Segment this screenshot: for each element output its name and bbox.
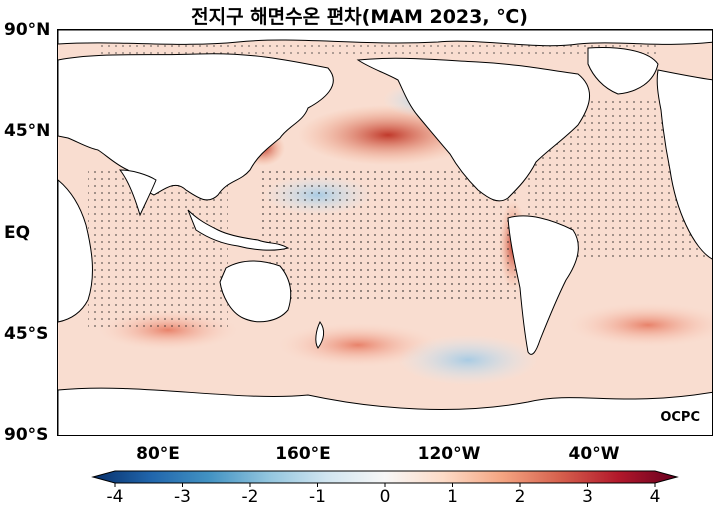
australia-landmass: [219, 260, 292, 323]
colorbar-tick-label: -1: [309, 487, 326, 507]
map-canvas: [58, 30, 712, 435]
india-landmass: [118, 169, 157, 217]
lat-label-45s: 45°S: [4, 324, 49, 344]
lat-label-eq: EQ: [4, 223, 31, 243]
significance-stippling-pacific: [258, 170, 518, 300]
new-zealand-landmass: [315, 321, 325, 349]
lon-label-40w: 40°W: [568, 444, 620, 464]
colorbar-tick-label: 3: [582, 487, 593, 507]
southern-pacific-cool-anomaly: [398, 335, 538, 385]
credit-label: OCPC: [660, 410, 700, 425]
lat-label-90s: 90°S: [4, 425, 49, 445]
south-america-landmass: [507, 215, 579, 355]
lat-label-45n: 45°N: [4, 121, 51, 141]
south-atlantic-warm-anomaly: [568, 303, 712, 347]
lon-label-160e: 160°E: [275, 444, 331, 464]
greenland-landmass: [587, 47, 659, 95]
colorbar-tick-label: 2: [514, 487, 526, 507]
colorbar-bar: [91, 470, 679, 484]
africa-east-landmass: [58, 179, 93, 323]
map-title: 전지구 해면수온 편차(MAM 2023, ℃): [191, 6, 528, 28]
lon-label-80e: 80°E: [136, 444, 180, 464]
lat-label-90n: 90°N: [4, 20, 51, 40]
colorbar-tick-label: -2: [241, 487, 259, 507]
antarctica-landmass: [58, 387, 712, 435]
arctic-landmass: [58, 30, 712, 47]
eurasia-landmass: [58, 53, 334, 201]
sst-anomaly-map: OCPC: [57, 29, 713, 436]
north-america-landmass: [356, 57, 591, 202]
maritime-continent-landmass: [187, 209, 290, 251]
colorbar: [91, 470, 679, 487]
europe-africa-west-landmass: [656, 69, 712, 260]
colorbar-tick-label: -3: [174, 487, 191, 507]
colorbar-tick-label: 4: [649, 487, 661, 507]
colorbar-tick-label: 1: [447, 487, 458, 507]
colorbar-tick-label: 0: [379, 487, 391, 507]
colorbar-tick-label: -4: [106, 487, 124, 507]
lon-label-120w: 120°W: [417, 444, 481, 464]
